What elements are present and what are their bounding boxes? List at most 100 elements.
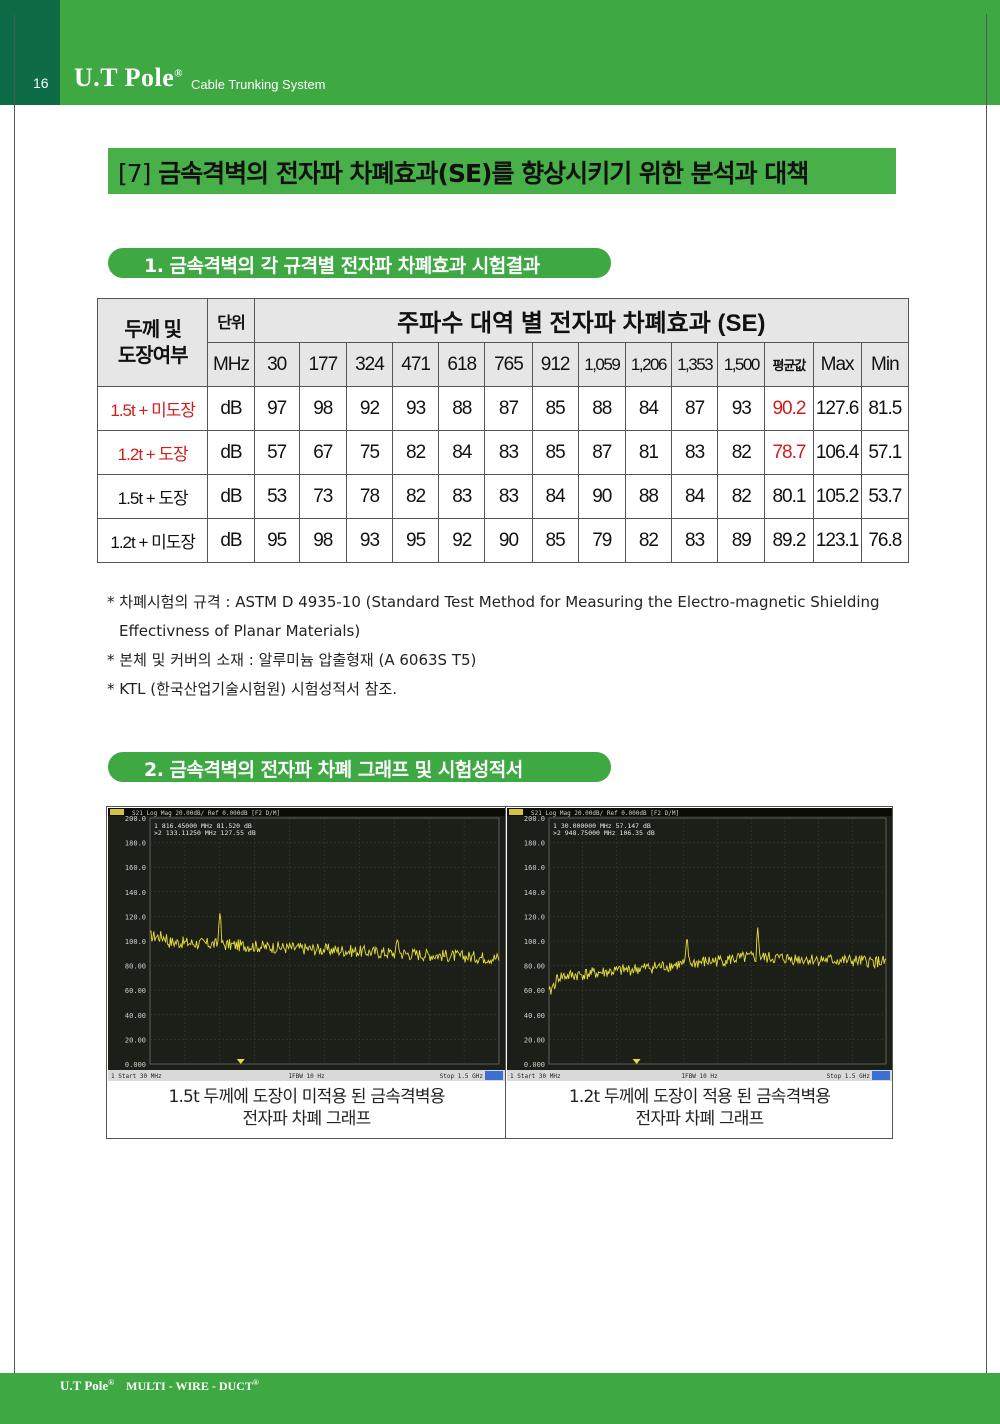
table-cell-max: 105.2 [812, 474, 862, 519]
column-header: 1,059 [577, 342, 626, 387]
graph-panel-divider [505, 806, 506, 1139]
column-header: 618 [438, 342, 486, 387]
table-cell: 84 [671, 474, 719, 519]
marker-triangle [236, 1059, 245, 1064]
y-tick-label: 140.0 [125, 889, 146, 897]
table-row: 1.5t + 미도장 dB 97 98 92 93 88 87 85 88 84 87 93 90.2 12… [96, 386, 910, 431]
table-cell: 57 [253, 430, 300, 475]
table-cell: 67 [298, 430, 347, 475]
table-cell: 73 [298, 474, 347, 519]
page-number: 16 [33, 75, 49, 91]
footer-band [0, 1373, 1000, 1424]
header-green-band [60, 0, 1000, 105]
start-frequency: 1 Start 30 MHz [510, 1073, 561, 1080]
section-heading-results: 1. 금속격벽의 각 규격별 전자파 차폐효과 시험결과 [108, 248, 611, 278]
column-header: Max [812, 342, 862, 387]
row-unit: dB [207, 474, 255, 519]
table-cell: 82 [392, 430, 440, 475]
table-cell: 88 [577, 386, 626, 431]
marker-readout: 1 816.45000 MHz 81.520 dB [154, 822, 252, 830]
column-header: 1,353 [671, 342, 719, 387]
table-cell: 93 [345, 518, 394, 563]
column-header: 177 [298, 342, 347, 387]
unit-header: 단위 [207, 298, 255, 343]
y-tick-label: 100.0 [524, 938, 545, 946]
table-cell: 78 [345, 474, 394, 519]
y-tick-label: 120.0 [524, 913, 545, 921]
column-header: 912 [531, 342, 579, 387]
analyzer-screen-1: S21 Log Mag 20.00dB/ Ref 0.000dB [F2 D/M… [108, 808, 505, 1081]
table-cell: 92 [438, 518, 486, 563]
table-cell: 95 [253, 518, 300, 563]
y-tick-label: 0.000 [125, 1061, 146, 1069]
stop-frequency: Stop 1.5 GHz [440, 1073, 484, 1080]
column-header: 765 [484, 342, 533, 387]
table-cell: 84 [624, 386, 673, 431]
marker-readout: 1 30.000000 MHz 57.147 dB [553, 822, 651, 830]
graph-uncoated-1-5t: S21 Log Mag 20.00dB/ Ref 0.000dB [F2 D/M… [108, 808, 505, 1081]
graph-caption-1: 1.5t 두께에 도장이 미적용 된 금속격벽용 전자파 차폐 그래프 [168, 1087, 445, 1129]
table-cell: 82 [392, 474, 440, 519]
y-tick-label: 160.0 [524, 864, 545, 872]
table-cell: 84 [438, 430, 486, 475]
y-tick-label: 160.0 [125, 864, 146, 872]
stop-frequency: Stop 1.5 GHz [827, 1073, 871, 1080]
graph-caption-2: 1.2t 두께에 도장이 적용 된 금속격벽용 전자파 차폐 그래프 [568, 1087, 831, 1129]
analyzer-screen-2: S21 Log Mag 20.00dB/ Ref 0.000dB [F2 D/M… [507, 808, 892, 1081]
table-cell: 83 [484, 474, 533, 519]
table-cell: 53 [253, 474, 300, 519]
table-cell: 83 [671, 518, 719, 563]
column-header: 1,500 [717, 342, 766, 387]
header-dark-block [0, 0, 60, 105]
row-label: 1.2t + 도장 [96, 430, 209, 475]
row-label: 1.2t + 미도장 [96, 518, 209, 563]
table-row: 1.2t + 미도장 dB 95 98 93 95 92 90 85 79 82 83 89 89.2 12… [96, 518, 910, 563]
y-tick-label: 80.00 [524, 963, 545, 971]
table-cell-max: 127.6 [812, 386, 862, 431]
column-header: 1,206 [624, 342, 673, 387]
marker-triangle [632, 1059, 641, 1064]
note-ktl: * KTL (한국산업기술시험원) 시험성적서 참조. [107, 680, 398, 698]
y-tick-label: 180.0 [524, 840, 545, 848]
row-unit: dB [207, 386, 255, 431]
graph-panel-frame [106, 806, 893, 1139]
marker-readout: >2 948.75000 MHz 106.35 dB [553, 829, 655, 837]
table-cell: 83 [484, 430, 533, 475]
table-cell: 87 [671, 386, 719, 431]
y-tick-label: 180.0 [125, 840, 146, 848]
table-cell: 85 [531, 386, 579, 431]
trace-indicator [110, 809, 124, 815]
status-indicator [485, 1071, 503, 1080]
row-label: 1.5t + 도장 [96, 474, 209, 519]
marker-readout: >2 133.11250 MHz 127.55 dB [154, 829, 256, 837]
table-cell: 89 [717, 518, 766, 563]
y-tick-label: 40.00 [125, 1012, 146, 1020]
trace-indicator [509, 809, 523, 815]
screen-footer [507, 1070, 892, 1081]
status-indicator [872, 1071, 890, 1080]
table-cell-min: 57.1 [860, 430, 910, 475]
row-unit: dB [207, 430, 255, 475]
table-cell-avg: 89.2 [764, 518, 814, 563]
table-cell: 88 [438, 386, 486, 431]
table-cell: 82 [717, 430, 766, 475]
y-tick-label: 60.00 [125, 987, 146, 995]
note-material: * 본체 및 커버의 소재 : 알루미늄 압출형재 (A 6063S T5) [107, 651, 477, 669]
screen-footer [108, 1070, 505, 1081]
table-cell: 98 [298, 386, 347, 431]
table-cell: 79 [577, 518, 626, 563]
table-cell: 75 [345, 430, 394, 475]
y-tick-label: 120.0 [125, 913, 146, 921]
y-tick-label: 0.000 [524, 1061, 545, 1069]
title-text: 금속격벽의 전자파 차폐효과(SE)를 향상시키기 위한 분석과 대책 [158, 159, 809, 188]
brand-tagline: Cable Trunking System [191, 77, 326, 92]
test-notes: * 차폐시험의 규격 : ASTM D 4935-10 (Standard Te… [107, 588, 907, 704]
table-cell-avg: 78.7 [764, 430, 814, 475]
frequency-band-header: 주파수 대역 별 전자파 차폐효과 (SE) [253, 298, 910, 343]
y-tick-label: 200.0 [524, 815, 545, 823]
table-cell: 92 [345, 386, 394, 431]
column-header: 평균값 [764, 342, 814, 387]
measurement-trace [548, 927, 887, 995]
table-cell: 87 [484, 386, 533, 431]
table-cell: 98 [298, 518, 347, 563]
